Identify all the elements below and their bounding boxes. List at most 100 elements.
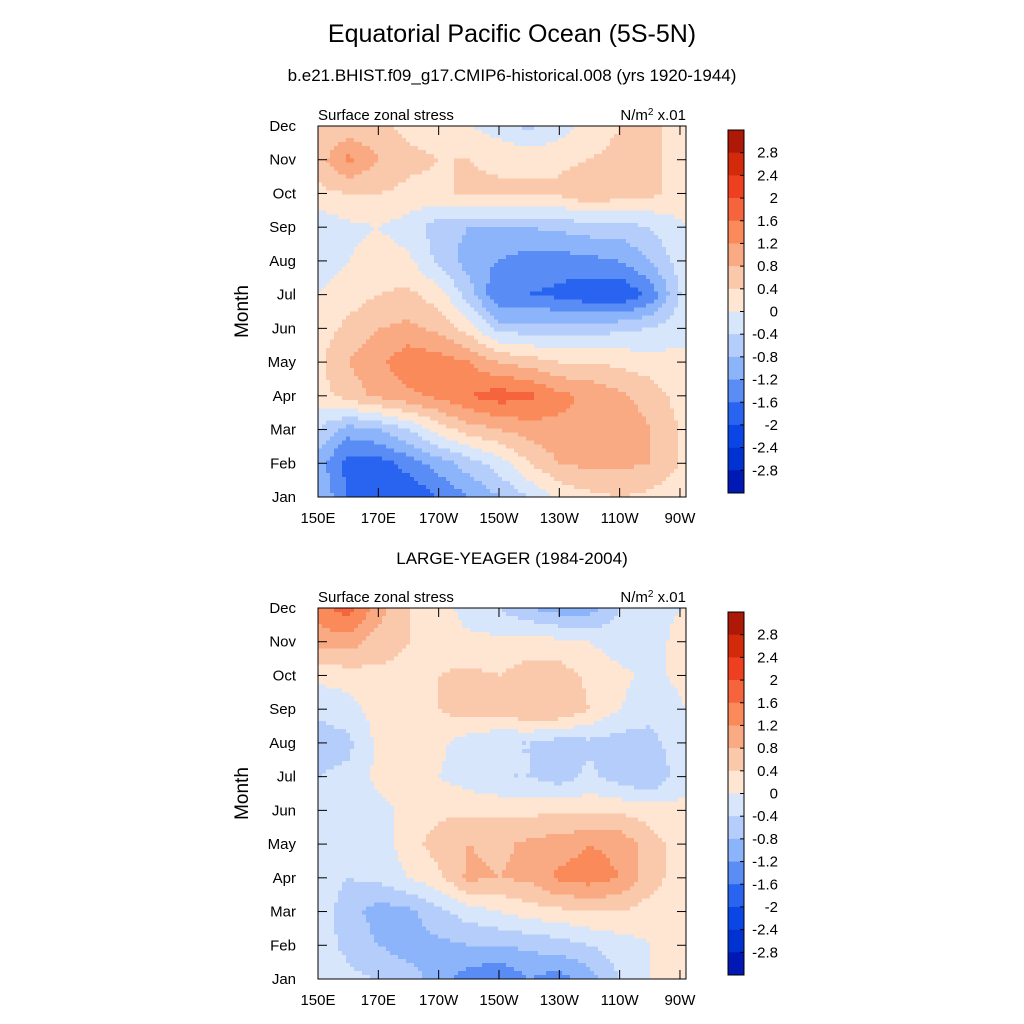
field-cell bbox=[402, 174, 407, 180]
field-cell bbox=[438, 267, 443, 272]
field-cell bbox=[370, 242, 375, 248]
field-cell bbox=[654, 331, 659, 337]
field-cell bbox=[386, 198, 391, 204]
field-cell bbox=[586, 194, 591, 200]
field-cell bbox=[462, 331, 467, 337]
field-cell bbox=[398, 295, 403, 300]
field-cell bbox=[622, 182, 627, 188]
field-cell bbox=[442, 255, 447, 260]
field-cell bbox=[502, 150, 507, 155]
field-cell bbox=[330, 311, 335, 317]
field-cell bbox=[670, 130, 675, 135]
field-cell bbox=[610, 291, 615, 296]
field-cell bbox=[382, 210, 387, 216]
field-cell bbox=[538, 283, 543, 288]
field-cell bbox=[446, 198, 451, 204]
field-cell bbox=[474, 222, 479, 228]
field-cell bbox=[318, 126, 323, 131]
field-cell bbox=[358, 251, 363, 256]
field-cell bbox=[462, 202, 467, 208]
field-cell bbox=[518, 218, 523, 224]
field-cell bbox=[610, 259, 615, 264]
field-cell bbox=[566, 198, 571, 204]
field-cell bbox=[534, 307, 539, 313]
field-cell bbox=[382, 303, 387, 309]
field-cell bbox=[510, 230, 515, 236]
field-cell bbox=[478, 263, 483, 268]
field-cell bbox=[422, 226, 427, 232]
field-cell bbox=[474, 134, 479, 139]
field-cell bbox=[486, 154, 491, 159]
field-cell bbox=[462, 230, 467, 236]
field-cell bbox=[406, 126, 411, 131]
field-cell bbox=[498, 178, 503, 184]
field-cell bbox=[638, 291, 643, 296]
field-cell bbox=[434, 246, 439, 252]
field-cell bbox=[590, 194, 595, 200]
field-cell bbox=[678, 323, 683, 329]
field-cell bbox=[658, 295, 663, 300]
field-cell bbox=[678, 307, 683, 313]
field-cell bbox=[346, 267, 351, 272]
field-cell bbox=[538, 335, 543, 341]
field-cell bbox=[326, 287, 331, 292]
field-cell bbox=[354, 307, 359, 313]
field-cell bbox=[654, 170, 659, 175]
field-cell bbox=[470, 206, 475, 212]
field-cell bbox=[626, 154, 631, 159]
field-cell bbox=[662, 226, 667, 232]
field-cell bbox=[426, 331, 431, 337]
field-cell bbox=[646, 303, 651, 309]
field-cell bbox=[474, 311, 479, 317]
field-cell bbox=[542, 190, 547, 196]
field-cell bbox=[322, 134, 327, 139]
field-cell bbox=[502, 142, 507, 147]
field-cell bbox=[542, 186, 547, 192]
field-cell bbox=[682, 186, 687, 192]
field-cell bbox=[358, 234, 363, 240]
field-cell bbox=[534, 287, 539, 292]
field-cell bbox=[578, 299, 583, 305]
field-cell bbox=[538, 146, 543, 151]
field-cell bbox=[526, 154, 531, 159]
field-cell bbox=[494, 198, 499, 204]
field-cell bbox=[682, 242, 687, 248]
field-cell bbox=[342, 170, 347, 175]
field-cell bbox=[626, 218, 631, 224]
field-cell bbox=[342, 315, 347, 321]
field-cell bbox=[514, 226, 519, 232]
field-cell bbox=[610, 174, 615, 180]
field-cell bbox=[454, 259, 459, 264]
field-cell bbox=[542, 142, 547, 147]
field-cell bbox=[394, 238, 399, 244]
field-cell bbox=[402, 154, 407, 159]
field-cell bbox=[386, 214, 391, 220]
field-cell bbox=[674, 194, 679, 200]
field-cell bbox=[498, 150, 503, 155]
field-cell bbox=[598, 267, 603, 272]
field-cell bbox=[550, 178, 555, 184]
field-cell bbox=[358, 162, 363, 167]
field-cell bbox=[554, 238, 559, 244]
field-cell bbox=[370, 222, 375, 228]
field-cell bbox=[410, 218, 415, 224]
field-cell bbox=[666, 327, 671, 333]
field-cell bbox=[366, 178, 371, 184]
field-cell bbox=[558, 251, 563, 256]
field-cell bbox=[466, 299, 471, 305]
field-cell bbox=[462, 194, 467, 200]
field-cell bbox=[526, 303, 531, 309]
field-cell bbox=[502, 214, 507, 220]
field-cell bbox=[646, 146, 651, 151]
field-cell bbox=[386, 174, 391, 180]
field-cell bbox=[406, 259, 411, 264]
field-cell bbox=[494, 303, 499, 309]
field-cell bbox=[390, 230, 395, 236]
field-cell bbox=[590, 283, 595, 288]
field-cell bbox=[662, 287, 667, 292]
field-cell bbox=[330, 158, 335, 163]
field-cell bbox=[338, 238, 343, 244]
field-cell bbox=[490, 134, 495, 139]
field-cell bbox=[374, 287, 379, 292]
field-cell bbox=[538, 259, 543, 264]
